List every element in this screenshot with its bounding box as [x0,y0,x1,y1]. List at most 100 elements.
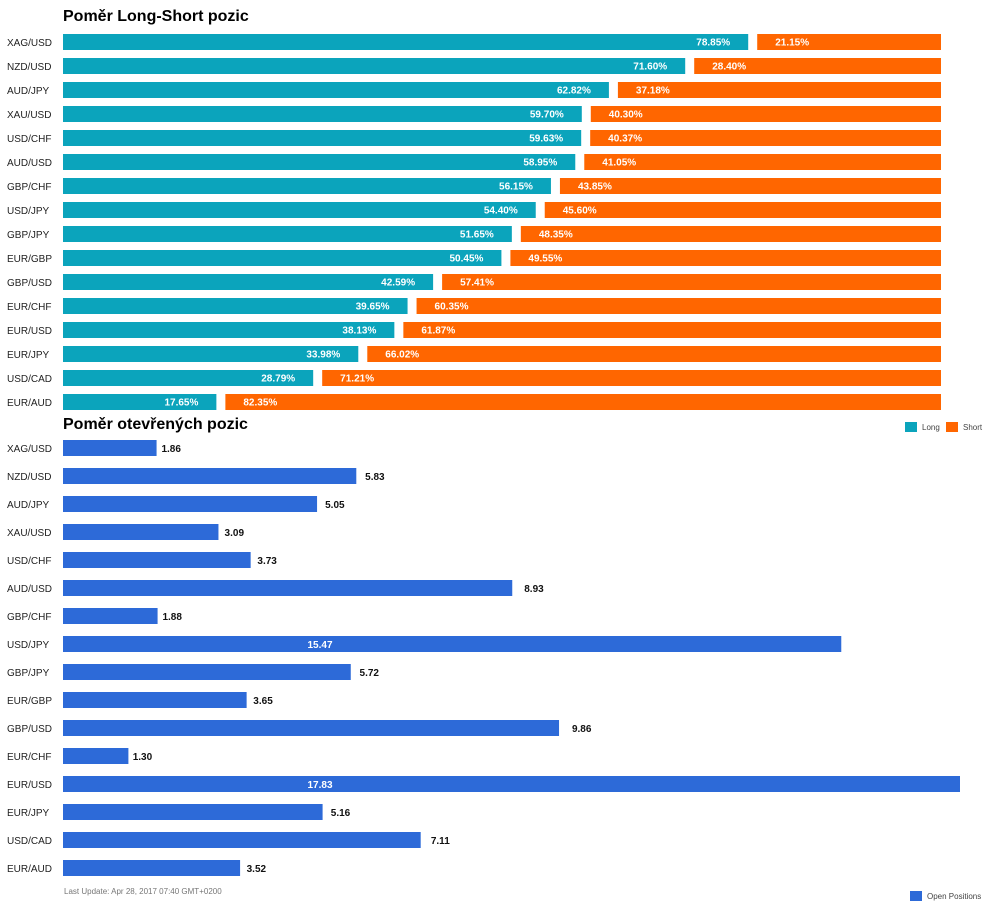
category-label: USD/CAD [7,836,52,847]
open-positions-value-label: 17.83 [307,780,332,791]
category-label: XAU/USD [7,110,51,121]
short-value-label: 45.60% [563,206,597,217]
short-value-label: 60.35% [435,302,469,313]
long-value-label: 59.63% [529,134,563,145]
category-label: NZD/USD [7,62,51,73]
legend-short-label: Short [963,422,983,432]
short-bar [694,58,941,74]
short-bar [590,106,941,122]
category-label: GBP/CHF [7,182,51,193]
short-bar [520,226,941,242]
short-value-label: 66.02% [385,350,419,361]
short-value-label: 40.30% [609,110,643,121]
legend-long: Long [905,422,940,432]
long-value-label: 38.13% [342,326,376,337]
short-bar [584,154,941,170]
open-positions-value-label: 5.83 [365,472,385,483]
long-bar [63,298,408,314]
open-positions-bar [63,440,157,456]
open-positions-value-label: 5.72 [360,668,380,679]
open-positions-bar [63,552,251,568]
long-bar [63,106,582,122]
category-label: EUR/CHF [7,752,51,763]
legend-long-label: Long [922,422,940,432]
last-update-text: Last Update: Apr 28, 2017 07:40 GMT+0200 [64,887,222,896]
legend-short-swatch [946,422,958,432]
category-label: USD/CHF [7,556,51,567]
open-positions-bar [63,636,842,652]
category-label: EUR/AUD [7,398,52,409]
long-bar [63,226,512,242]
category-label: EUR/GBP [7,696,52,707]
long-value-label: 50.45% [449,254,483,265]
category-label: EUR/USD [7,780,52,791]
long-value-label: 54.40% [484,206,518,217]
long-bar [63,346,359,362]
open-positions-bar [63,664,351,680]
long-value-label: 58.95% [523,158,557,169]
open-positions-bar [63,468,357,484]
open-positions-bar [63,776,960,792]
long-bar [63,394,217,410]
open-positions-bar [63,608,158,624]
category-label: USD/CAD [7,374,52,385]
long-value-label: 42.59% [381,278,415,289]
legend-open-positions: Open Positions [910,891,981,901]
long-bar [63,154,576,170]
open-positions-chart-title: Poměr otevřených pozic [63,416,248,433]
short-value-label: 49.55% [528,254,562,265]
open-positions-bar [63,832,421,848]
category-label: AUD/USD [7,584,52,595]
short-value-label: 28.40% [712,62,746,73]
long-value-label: 33.98% [306,350,340,361]
category-label: USD/CHF [7,134,51,145]
open-positions-value-label: 3.52 [247,864,267,875]
long-value-label: 71.60% [633,62,667,73]
short-value-label: 61.87% [421,326,455,337]
category-label: EUR/GBP [7,254,52,265]
short-value-label: 48.35% [539,230,573,241]
open-positions-value-label: 5.16 [331,808,351,819]
open-positions-bar [63,860,241,876]
category-label: XAG/USD [7,38,52,49]
long-value-label: 39.65% [356,302,390,313]
category-label: EUR/USD [7,326,52,337]
short-bar [403,322,941,338]
long-value-label: 78.85% [696,38,730,49]
long-short-chart: XAG/USD 78.85% 21.15% NZD/USD 71.60% 28.40% AU… [7,34,942,410]
legend-open-positions-swatch [910,891,922,901]
category-label: AUD/JPY [7,86,50,97]
category-label: GBP/JPY [7,668,50,679]
long-bar [63,370,314,386]
short-bar [757,34,941,50]
open-positions-value-label: 1.86 [161,444,181,455]
legend-open-positions-label: Open Positions [927,891,982,901]
open-positions-bar [63,692,247,708]
short-value-label: 71.21% [340,374,374,385]
open-positions-bar [63,524,219,540]
category-label: GBP/USD [7,724,52,735]
short-value-label: 82.35% [243,398,277,409]
open-positions-bar [63,720,560,736]
open-positions-value-label: 1.88 [162,612,182,623]
long-bar [63,34,749,50]
long-value-label: 51.65% [460,230,494,241]
category-label: AUD/JPY [7,500,50,511]
category-label: USD/JPY [7,206,50,217]
open-positions-value-label: 8.93 [524,584,544,595]
category-label: XAU/USD [7,528,51,539]
open-positions-bar [63,804,323,820]
long-bar [63,58,686,74]
category-label: EUR/CHF [7,302,51,313]
category-label: USD/JPY [7,640,50,651]
open-positions-value-label: 3.09 [225,528,245,539]
long-bar [63,322,395,338]
short-value-label: 40.37% [608,134,642,145]
open-positions-value-label: 5.05 [325,500,345,511]
category-label: AUD/USD [7,158,52,169]
legend-long-swatch [905,422,917,432]
open-positions-value-label: 1.30 [133,752,153,763]
long-short-chart-title: Poměr Long-Short pozic [63,8,249,25]
long-bar [63,250,502,266]
long-value-label: 59.70% [530,110,564,121]
